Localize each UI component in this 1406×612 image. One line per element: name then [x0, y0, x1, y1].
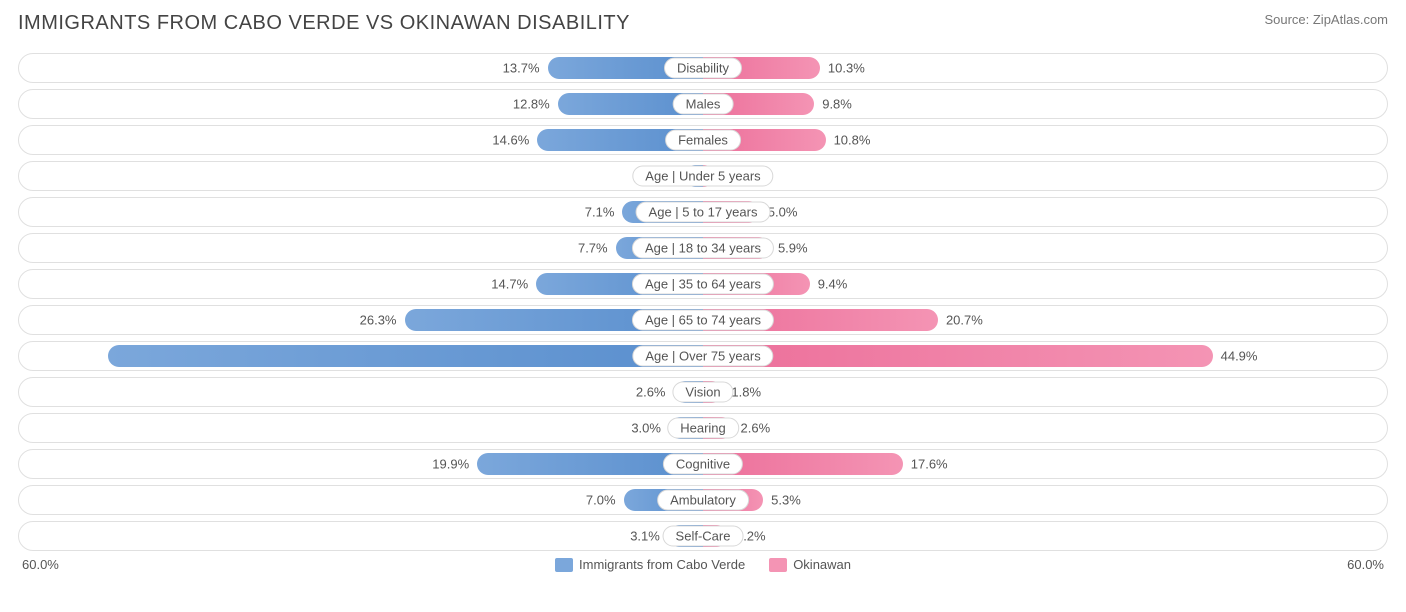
legend-label-left: Immigrants from Cabo Verde — [579, 557, 745, 572]
value-label-right: 9.8% — [822, 97, 852, 112]
value-label-left: 3.0% — [631, 421, 661, 436]
chart-row: 1.7%1.1%Age | Under 5 years — [18, 161, 1388, 191]
category-label: Vision — [672, 382, 733, 403]
category-label: Age | 35 to 64 years — [632, 274, 774, 295]
bar-right — [703, 345, 1213, 367]
chart-footer: 60.0% Immigrants from Cabo Verde Okinawa… — [18, 557, 1388, 572]
legend: Immigrants from Cabo Verde Okinawan — [555, 557, 851, 572]
value-label-left: 19.9% — [432, 457, 469, 472]
chart-header: IMMIGRANTS FROM CABO VERDE VS OKINAWAN D… — [18, 12, 1388, 35]
chart-row: 7.7% 5.9% Age | 18 to 34 years — [18, 233, 1388, 263]
value-label-right: 2.6% — [741, 421, 771, 436]
category-label: Age | 18 to 34 years — [632, 238, 774, 259]
value-label-left: 12.8% — [513, 97, 550, 112]
value-label-right: 20.7% — [946, 313, 983, 328]
value-label-left: 13.7% — [503, 61, 540, 76]
chart-row: 7.1% 5.0%Age | 5 to 17 years — [18, 197, 1388, 227]
category-label: Age | Under 5 years — [632, 166, 773, 187]
chart-row: 2.6% 1.8%Vision — [18, 377, 1388, 407]
chart-row: 52.4% 44.9% Age | Over 75 years — [18, 341, 1388, 371]
value-label-right: 1.8% — [731, 385, 761, 400]
axis-label-left: 60.0% — [22, 557, 59, 572]
value-label-right: 44.9% — [1221, 349, 1258, 364]
category-label: Females — [665, 130, 741, 151]
chart-source: Source: ZipAtlas.com — [1264, 12, 1388, 27]
chart-row: 19.9% 17.6% Cognitive — [18, 449, 1388, 479]
value-label-left: 3.1% — [630, 529, 660, 544]
category-label: Males — [673, 94, 734, 115]
value-label-right: 10.8% — [834, 133, 871, 148]
value-label-left: 52.4% — [30, 349, 67, 364]
category-label: Cognitive — [663, 454, 743, 475]
legend-swatch-right — [769, 558, 787, 572]
value-label-left: 26.3% — [360, 313, 397, 328]
chart-title: IMMIGRANTS FROM CABO VERDE VS OKINAWAN D… — [18, 12, 630, 35]
category-label: Age | Over 75 years — [632, 346, 773, 367]
legend-item-left: Immigrants from Cabo Verde — [555, 557, 745, 572]
value-label-right: 5.9% — [778, 241, 808, 256]
chart-row: 3.1%2.2%Self-Care — [18, 521, 1388, 551]
chart-row: 13.7% 10.3% Disability — [18, 53, 1388, 83]
chart-row: 14.7% 9.4% Age | 35 to 64 years — [18, 269, 1388, 299]
bar-left — [108, 345, 703, 367]
category-label: Age | 5 to 17 years — [636, 202, 771, 223]
chart-row: 14.6% 10.8% Females — [18, 125, 1388, 155]
chart-row: 7.0% 5.3% Ambulatory — [18, 485, 1388, 515]
value-label-right: 9.4% — [818, 277, 848, 292]
value-label-right: 10.3% — [828, 61, 865, 76]
value-label-left: 7.1% — [585, 205, 615, 220]
category-label: Age | 65 to 74 years — [632, 310, 774, 331]
legend-item-right: Okinawan — [769, 557, 851, 572]
chart-row: 3.0% 2.6%Hearing — [18, 413, 1388, 443]
value-label-right: 17.6% — [911, 457, 948, 472]
axis-label-right: 60.0% — [1347, 557, 1384, 572]
value-label-left: 2.6% — [636, 385, 666, 400]
chart-row: 26.3% 20.7% Age | 65 to 74 years — [18, 305, 1388, 335]
value-label-left: 7.0% — [586, 493, 616, 508]
value-label-left: 14.7% — [491, 277, 528, 292]
category-label: Hearing — [667, 418, 739, 439]
category-label: Self-Care — [663, 526, 744, 547]
value-label-left: 7.7% — [578, 241, 608, 256]
value-label-right: 5.0% — [768, 205, 798, 220]
chart-row: 12.8% 9.8% Males — [18, 89, 1388, 119]
legend-swatch-left — [555, 558, 573, 572]
category-label: Ambulatory — [657, 490, 749, 511]
category-label: Disability — [664, 58, 742, 79]
value-label-right: 5.3% — [771, 493, 801, 508]
legend-label-right: Okinawan — [793, 557, 851, 572]
value-label-left: 14.6% — [492, 133, 529, 148]
diverging-bar-chart: 13.7%10.3%Disability12.8%9.8%Males14.6%1… — [18, 53, 1388, 551]
